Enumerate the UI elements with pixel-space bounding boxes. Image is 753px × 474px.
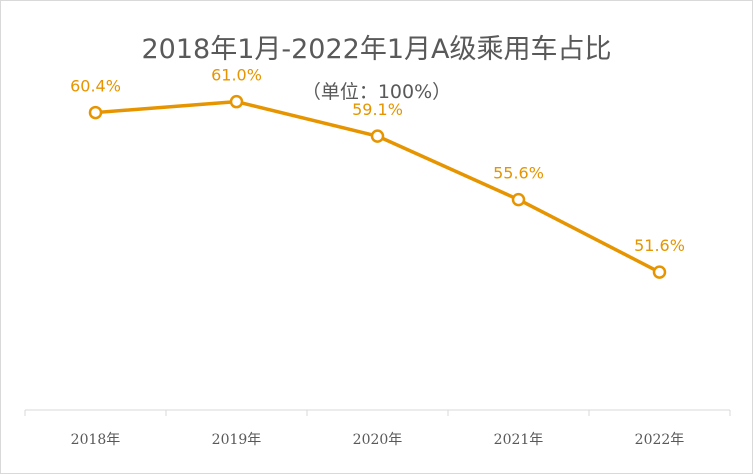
data-label: 61.0% [211,66,262,85]
data-point [370,129,385,143]
data-label: 55.6% [493,164,544,183]
x-tick-label: 2020年 [353,432,403,448]
data-point [511,192,526,207]
x-tick-label: 2021年 [494,432,544,448]
chart-subtitle: （单位：100%） [301,81,452,103]
data-point [88,105,103,120]
data-point [229,94,244,109]
series-line [95,99,661,274]
data-label: 59.1% [352,100,403,119]
data-label: 51.6% [634,236,685,255]
x-tick-label: 2018年 [71,432,121,448]
x-tick-label: 2019年 [212,432,262,448]
x-tick-label: 2022年 [635,432,685,448]
data-label: 60.4% [70,77,121,96]
data-point [652,265,667,279]
chart-title: 2018年1月-2022年1月A级乘用车占比 [141,34,612,65]
